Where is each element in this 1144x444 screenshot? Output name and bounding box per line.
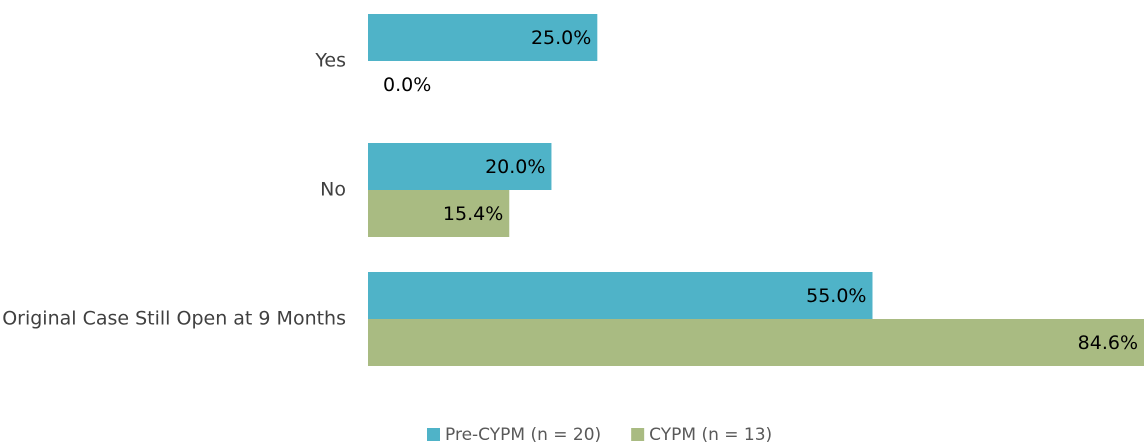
value-label: 84.6% <box>1078 332 1138 354</box>
bar <box>368 143 552 190</box>
value-label: 15.4% <box>443 203 503 225</box>
value-label: 0.0% <box>383 74 431 96</box>
value-label: 20.0% <box>485 156 545 178</box>
category-label: No <box>320 179 346 201</box>
legend-label: Pre-CYPM (n = 20) <box>445 425 601 444</box>
category-label: Original Case Still Open at 9 Months <box>2 308 346 330</box>
category-label: Yes <box>314 50 346 72</box>
bar <box>368 190 510 237</box>
legend-label: CYPM (n = 13) <box>649 425 772 444</box>
legend-swatch <box>631 428 645 441</box>
bar <box>368 272 873 319</box>
legend-swatch <box>427 428 440 441</box>
bar <box>368 14 598 61</box>
value-label: 25.0% <box>531 27 591 49</box>
value-label: 55.0% <box>806 285 866 307</box>
bar <box>368 319 1144 366</box>
